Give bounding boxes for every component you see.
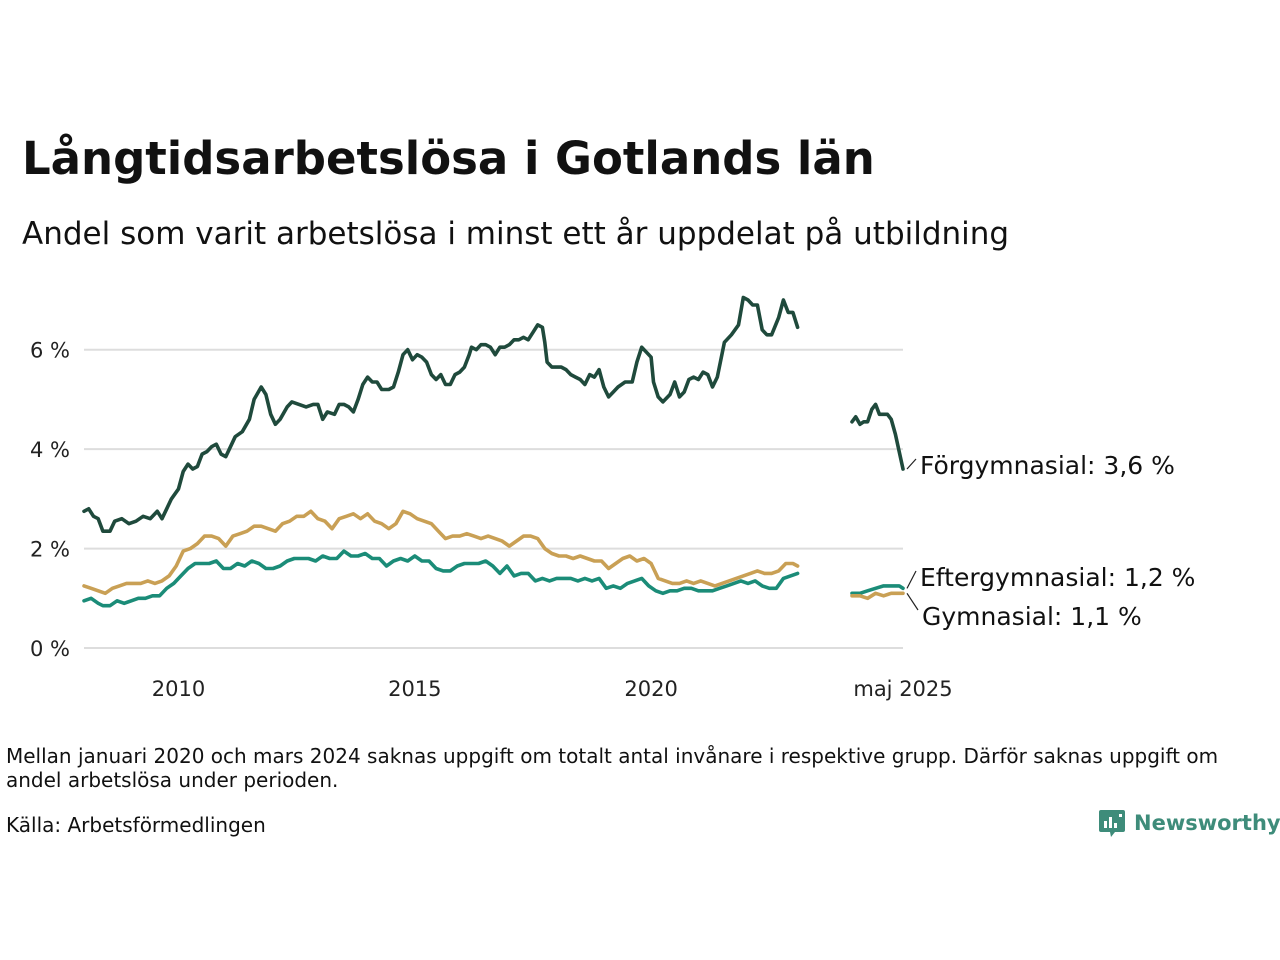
y-tick-label: 6 %	[30, 339, 70, 363]
series-line-gymnasial-1	[850, 591, 905, 601]
x-tick-label: 2015	[388, 677, 441, 701]
chart-gridlines	[84, 348, 903, 649]
series-line-eftergymnasial-1	[850, 584, 905, 596]
x-axis-ticks: 2010 2015 2020 maj 2025	[152, 677, 953, 701]
brand-logo: Newsworthy	[1098, 808, 1280, 838]
label-leader-line	[906, 570, 917, 589]
line-chart: 0 % 2 % 4 % 6 % 2010 2015 2020 maj 2025 Förgym…	[30, 295, 1195, 701]
series-label-gymnasial: Gymnasial: 1,1 %	[922, 602, 1142, 631]
series-line-förgymnasial-1	[850, 402, 905, 471]
footnote: Mellan januari 2020 och mars 2024 saknas…	[6, 744, 1219, 792]
chart-subtitle: Andel som varit arbetslösa i minst ett å…	[22, 216, 1010, 252]
x-tick-label: 2010	[152, 677, 205, 701]
series-line-gymnasial-0	[82, 509, 800, 596]
series-line-förgymnasial-0	[82, 295, 800, 533]
y-tick-label: 0 %	[30, 637, 70, 661]
chart-series	[82, 295, 905, 608]
y-tick-label: 2 %	[30, 538, 70, 562]
y-tick-label: 4 %	[30, 438, 70, 462]
y-axis-ticks: 0 % 2 % 4 % 6 %	[30, 339, 70, 661]
source-credit: Källa: Arbetsförmedlingen	[6, 813, 266, 837]
chart-title: Långtidsarbetslösa i Gotlands län	[22, 132, 875, 185]
series-label-eftergymnasial: Eftergymnasial: 1,2 %	[920, 563, 1195, 592]
label-leader-line	[906, 592, 919, 611]
x-tick-label: 2020	[624, 677, 677, 701]
brand-name: Newsworthy	[1134, 811, 1280, 835]
series-label-förgymnasial: Förgymnasial: 3,6 %	[920, 451, 1175, 480]
series-line-eftergymnasial-0	[82, 549, 800, 608]
series-end-labels: Förgymnasial: 3,6 % Eftergymnasial: 1,2 %…	[906, 451, 1195, 631]
x-tick-label: maj 2025	[853, 677, 952, 701]
label-leader-line	[906, 458, 917, 470]
bar-chart-speech-icon	[1099, 810, 1125, 837]
